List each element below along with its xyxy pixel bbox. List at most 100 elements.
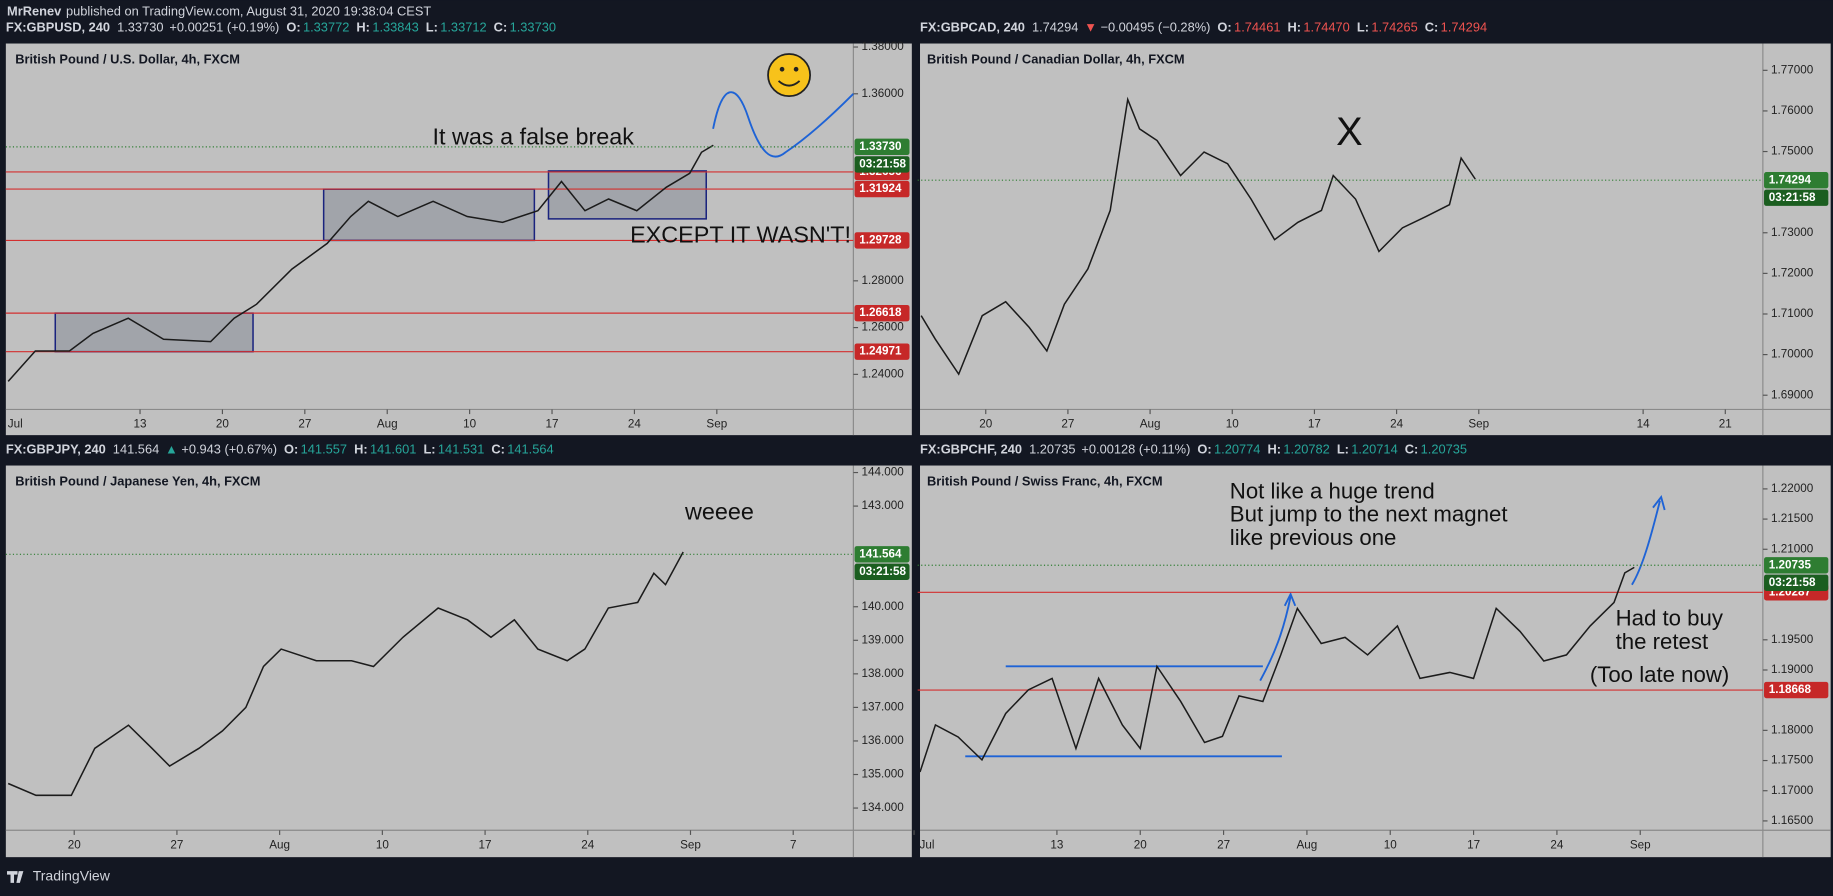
level-label: 1.31924 <box>859 182 902 195</box>
change: +0.00128 (+0.11%) <box>1081 442 1190 457</box>
ohlc-value: 1.74461 <box>1234 20 1280 35</box>
ohlc-label: O: <box>284 442 298 457</box>
y-tick-label: 1.18000 <box>1771 723 1814 736</box>
last-price-label: 141.564 <box>859 547 902 560</box>
range-box <box>322 188 536 242</box>
annotation: (Too late now) <box>1590 662 1729 687</box>
smiley <box>767 53 811 98</box>
y-tick-label: 137.000 <box>862 700 905 713</box>
y-tick-label: 143.000 <box>862 499 905 512</box>
chart-title: British Pound / Swiss Franc, 4h, FXCM <box>927 473 1163 488</box>
x-tick-label: 20 <box>68 839 82 852</box>
symbol: FX:GBPCAD, 240 <box>920 20 1025 35</box>
price: 1.33730 <box>117 20 163 35</box>
x-tick-label: Jul <box>8 418 23 431</box>
countdown-tag <box>854 156 910 173</box>
x-tick-label: 27 <box>298 418 311 431</box>
ohlc-value: 141.531 <box>438 442 484 457</box>
level-tag <box>1764 681 1829 699</box>
author: MrRenev <box>7 3 62 18</box>
annotation: EXCEPT IT WASN'T! <box>630 222 851 248</box>
ohlc-value: 141.557 <box>301 442 347 457</box>
y-tick-label: 134.000 <box>862 801 905 814</box>
countdown: 03:21:58 <box>859 565 906 578</box>
x-tick-label: 7 <box>790 839 797 852</box>
ohlc-label: H: <box>354 442 368 457</box>
panel <box>5 43 912 436</box>
change-arrow: ▼ <box>1084 20 1097 35</box>
ohlc-label: L: <box>426 20 438 35</box>
ohlc-label: L: <box>1337 442 1349 457</box>
last-price-label: 1.20735 <box>1769 558 1812 571</box>
panel <box>920 465 1831 858</box>
level-label: 1.26618 <box>859 306 902 319</box>
ohlc-label: C: <box>1405 442 1419 457</box>
ohlc-label: O: <box>286 20 300 35</box>
x-tick-label: 27 <box>1061 418 1074 431</box>
countdown: 03:21:58 <box>1769 191 1816 204</box>
ohlc-label: O: <box>1197 442 1211 457</box>
annotation: X <box>1336 110 1363 154</box>
last-price-tag <box>854 546 910 563</box>
x-tick-label: 20 <box>216 418 230 431</box>
x-tick-label: 10 <box>463 418 477 431</box>
x-tick-label: Aug <box>377 418 398 431</box>
y-tick-label: 1.19500 <box>1771 633 1814 646</box>
countdown-tag <box>1764 574 1829 591</box>
y-tick-label: 1.17500 <box>1771 754 1814 767</box>
x-tick-label: 27 <box>1217 839 1230 852</box>
y-tick-label: 1.21000 <box>1771 542 1814 555</box>
ohlc-value: 1.20774 <box>1214 442 1260 457</box>
x-tick-label: 14 <box>1637 418 1651 431</box>
x-tick-label: 21 <box>1719 418 1732 431</box>
ohlc-value: 1.74470 <box>1303 20 1349 35</box>
y-tick-label: 1.19000 <box>1771 663 1814 676</box>
x-tick-label: 20 <box>1134 839 1148 852</box>
y-tick-label: 136.000 <box>862 734 905 747</box>
last-price-tag <box>1764 172 1829 189</box>
last-price-label: 1.74294 <box>1769 173 1812 186</box>
price: 1.74294 <box>1032 20 1078 35</box>
level-tag <box>854 343 910 360</box>
ohlc-label: C: <box>491 442 505 457</box>
x-tick-label: 24 <box>581 839 595 852</box>
last-price-label: 1.33730 <box>859 140 902 153</box>
price: 141.564 <box>113 442 159 457</box>
y-tick-label: 1.22000 <box>1771 482 1814 495</box>
x-tick-label: Jul <box>920 839 935 852</box>
separators <box>5 43 1831 858</box>
chart-title: British Pound / U.S. Dollar, 4h, FXCM <box>15 51 240 66</box>
chart-title: British Pound / Japanese Yen, 4h, FXCM <box>15 473 260 488</box>
x-tick-label: 10 <box>376 839 390 852</box>
ohlc-label: H: <box>356 20 370 35</box>
x-tick-label: Aug <box>1297 839 1318 852</box>
x-tick-label: 17 <box>1308 418 1321 431</box>
annotation: It was a false break <box>433 123 635 149</box>
y-tick-label: 1.24000 <box>862 367 905 380</box>
y-tick-label: 1.75000 <box>1771 145 1814 158</box>
y-tick-label: 1.28000 <box>862 274 905 287</box>
x-tick-label: Sep <box>1630 839 1651 852</box>
level-tag <box>854 232 910 249</box>
symbol: FX:GBPCHF, 240 <box>920 442 1022 457</box>
chart-title: British Pound / Canadian Dollar, 4h, FXC… <box>927 51 1185 66</box>
ohlc-label: L: <box>1357 20 1369 35</box>
brand: TradingView <box>33 868 111 884</box>
x-tick-label: 13 <box>134 418 147 431</box>
ohlc-label: H: <box>1267 442 1281 457</box>
y-tick-label: 1.73000 <box>1771 226 1814 239</box>
annotation: like previous one <box>1230 525 1397 550</box>
x-tick-label: 10 <box>1384 839 1398 852</box>
annotation: Not like a huge trend <box>1230 478 1435 503</box>
range-box <box>54 312 254 353</box>
y-tick-label: 1.16500 <box>1771 814 1814 827</box>
panel <box>920 43 1831 436</box>
ohlc-value: 1.33772 <box>303 20 349 35</box>
annotation: the retest <box>1616 629 1709 654</box>
ohlc-value: 141.564 <box>507 442 553 457</box>
ohlc-value: 1.20735 <box>1421 442 1467 457</box>
y-tick-label: 1.21500 <box>1771 512 1814 525</box>
x-tick-label: Sep <box>706 418 727 431</box>
